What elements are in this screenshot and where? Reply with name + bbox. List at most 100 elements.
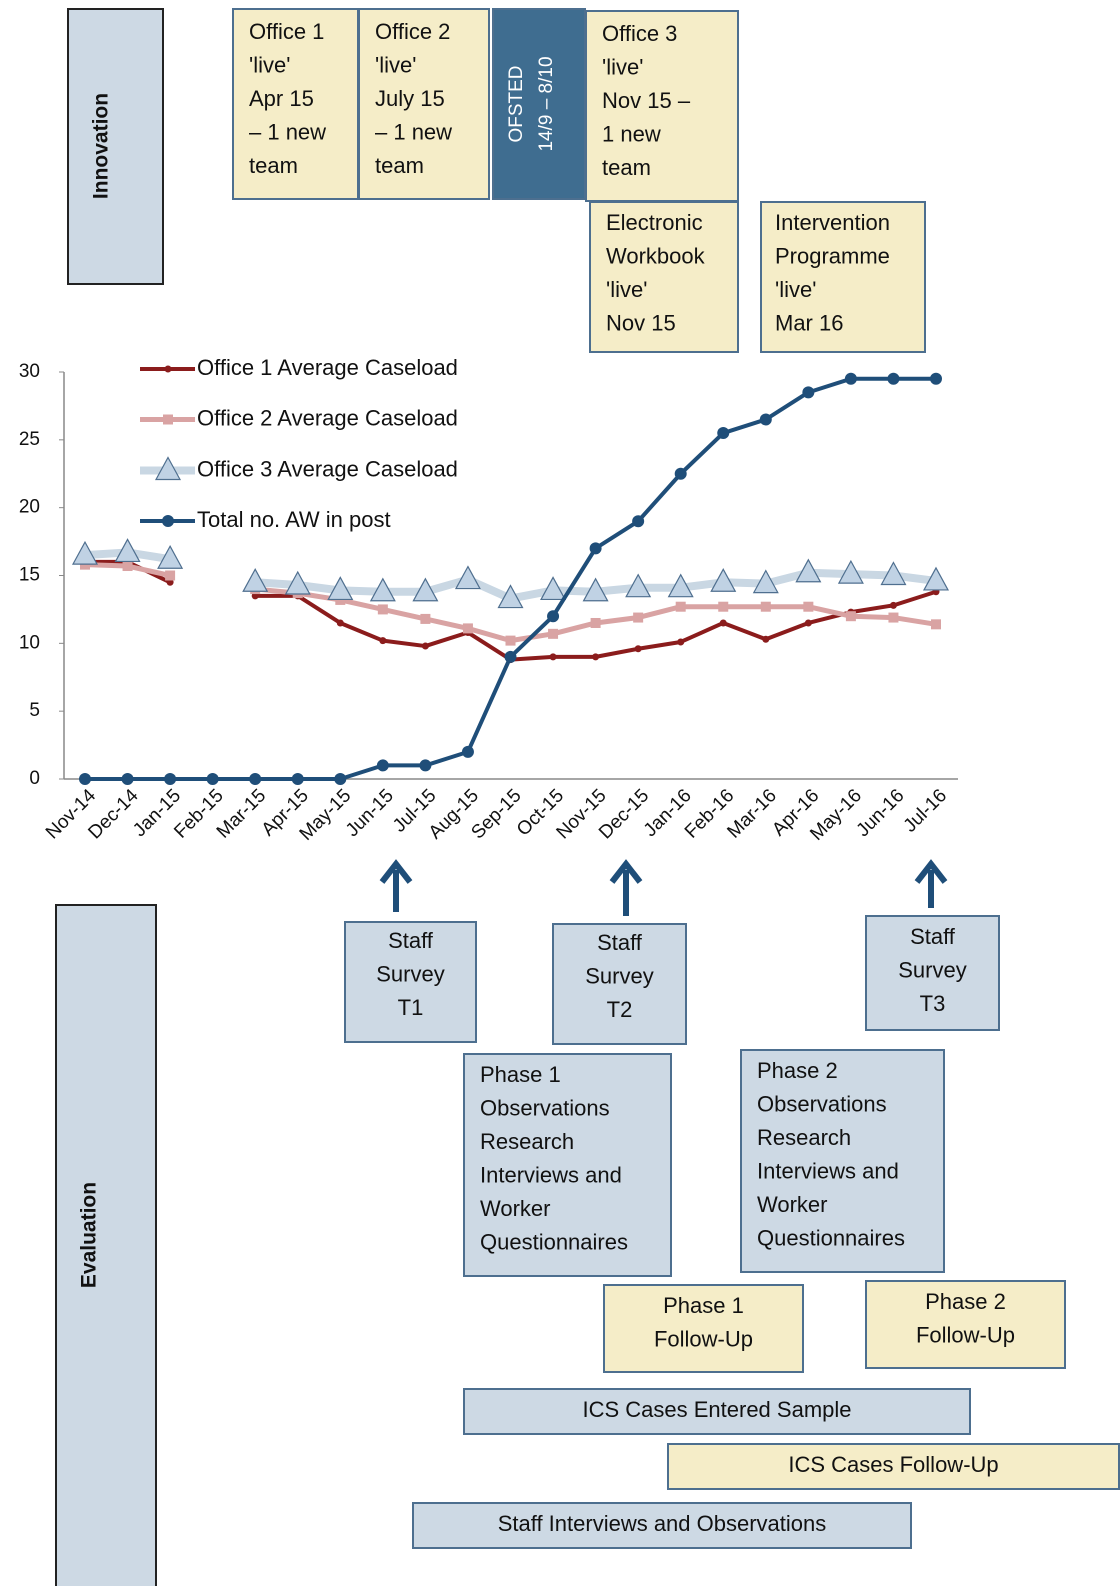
box-text: 'live': [602, 54, 643, 79]
marker: [887, 372, 900, 385]
box: [232, 8, 359, 200]
box-text: Phase 1: [480, 1062, 561, 1087]
box-text: Observations: [757, 1091, 887, 1116]
marker: [752, 569, 779, 594]
box-text: Staff: [597, 930, 643, 955]
box-text: Electronic: [606, 210, 703, 235]
marker: [291, 773, 304, 785]
box: [865, 1280, 1066, 1369]
box-text: Workbook: [606, 243, 706, 268]
marker: [206, 773, 219, 785]
marker: [249, 773, 262, 785]
marker: [844, 372, 857, 385]
y-tick-label: 5: [29, 700, 40, 721]
box-text: Office 2: [375, 19, 450, 44]
evaluation-label: Evaluation: [78, 1182, 101, 1288]
marker: [888, 612, 899, 623]
box-text: Interviews and: [480, 1162, 622, 1187]
x-tick-label: Jul-16: [900, 785, 951, 836]
arrow-head: [609, 859, 643, 884]
marker: [592, 653, 600, 661]
innovation-panel: [67, 8, 164, 285]
marker: [632, 515, 645, 528]
box: [552, 923, 687, 1045]
marker: [589, 542, 602, 555]
box-text: Apr 15: [249, 86, 314, 111]
box-text: Research: [480, 1129, 574, 1154]
y-tick-label: 0: [29, 768, 40, 789]
marker: [166, 578, 174, 586]
marker: [420, 613, 431, 624]
arrow-head: [379, 859, 413, 884]
y-tick-label: 20: [19, 497, 40, 518]
y-tick-label: 30: [19, 361, 40, 382]
box-text: Mar 16: [775, 310, 843, 335]
marker: [667, 573, 694, 598]
marker: [762, 635, 770, 643]
box-text: 'live': [249, 52, 290, 77]
box-text: Follow-Up: [916, 1322, 1015, 1347]
box-text: Phase 1: [663, 1293, 744, 1318]
box-text: Survey: [585, 963, 653, 988]
marker: [625, 573, 652, 598]
box-text: Observations: [480, 1095, 610, 1120]
marker: [677, 638, 685, 646]
marker: [284, 570, 311, 595]
marker: [251, 592, 259, 600]
box-text: 14/9 – 8/10: [536, 56, 557, 151]
marker: [377, 604, 388, 615]
marker: [369, 577, 396, 602]
box-text: Phase 2: [925, 1289, 1006, 1314]
marker: [804, 619, 812, 627]
marker: [582, 577, 609, 602]
x-tick-label: Jun-15: [342, 785, 398, 841]
legend-label: Office 1 Average Caseload: [197, 355, 458, 380]
marker: [505, 635, 516, 646]
marker: [412, 577, 439, 602]
box-text: team: [602, 155, 651, 180]
box-text: – 1 new: [375, 119, 452, 144]
box-text: Interviews and: [757, 1158, 899, 1183]
x-tick-label: Jun-16: [853, 785, 909, 841]
marker: [419, 759, 432, 772]
box: [740, 1049, 945, 1273]
box-text: OFSTED: [506, 65, 527, 142]
marker: [242, 568, 269, 592]
marker: [717, 427, 730, 440]
marker: [327, 576, 354, 601]
box-text: 'live': [375, 52, 416, 77]
marker: [710, 568, 737, 592]
marker: [454, 565, 481, 590]
box: [865, 915, 1000, 1031]
marker: [675, 601, 686, 612]
marker: [759, 413, 772, 426]
box-text: Staff Interviews and Observations: [498, 1511, 827, 1536]
box-text: Worker: [480, 1196, 551, 1221]
marker: [802, 386, 815, 399]
marker: [760, 601, 771, 612]
marker: [79, 773, 91, 785]
marker: [837, 559, 864, 584]
box-text: 'live': [775, 277, 816, 302]
box-text: Nov 15 –: [602, 88, 691, 113]
marker: [121, 773, 134, 785]
marker: [718, 601, 729, 612]
marker: [547, 610, 560, 623]
marker: [114, 538, 141, 563]
box-text: team: [249, 153, 298, 178]
box-text: Questionnaires: [757, 1225, 905, 1250]
marker: [845, 611, 856, 622]
box-text: Survey: [376, 961, 444, 986]
marker: [540, 576, 567, 601]
box-text: Follow-Up: [654, 1326, 753, 1351]
box: [358, 8, 490, 200]
marker: [71, 540, 99, 565]
box: [585, 10, 739, 202]
arrows: [379, 859, 948, 916]
marker: [880, 561, 907, 586]
box-text: Questionnaires: [480, 1229, 628, 1254]
marker: [549, 653, 557, 661]
marker: [421, 642, 429, 650]
box: [344, 921, 477, 1043]
box-text: Office 3: [602, 21, 677, 46]
